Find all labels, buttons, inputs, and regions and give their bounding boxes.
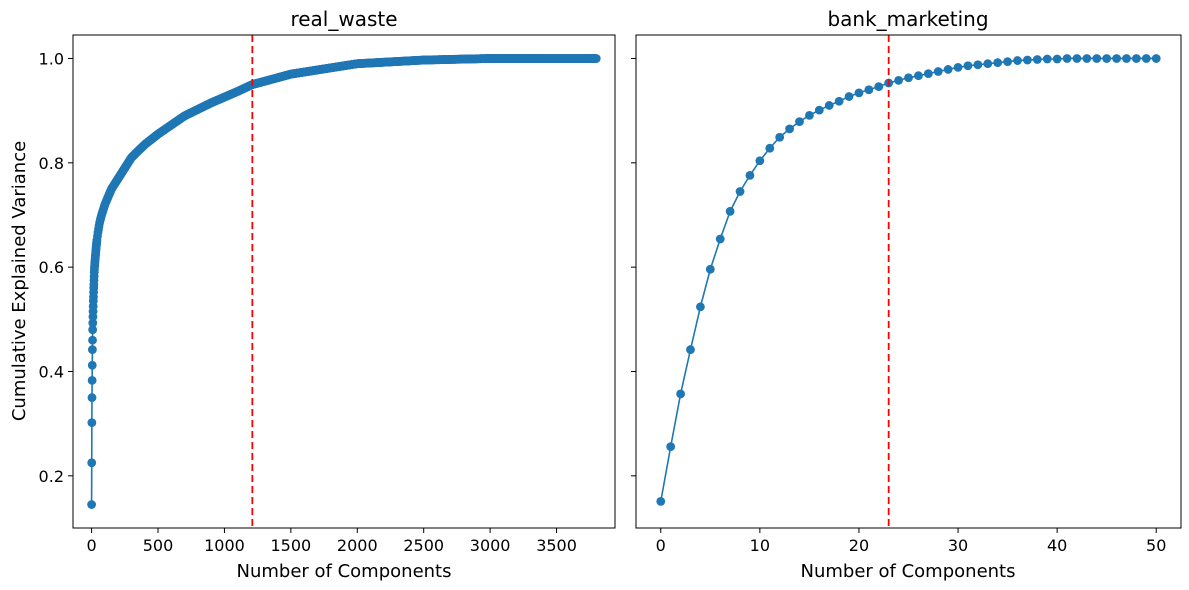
data-point: [666, 442, 676, 452]
data-point: [824, 101, 834, 110]
data-point: [1023, 55, 1032, 65]
x-axis-label: Number of Components: [237, 561, 452, 582]
data-point: [87, 375, 97, 385]
data-point: [676, 389, 685, 399]
data-point: [1003, 57, 1012, 67]
data-point: [1052, 54, 1062, 64]
y-tick-label: 0.4: [39, 362, 64, 381]
data-point: [795, 117, 804, 126]
x-tick-label: 20: [849, 536, 869, 555]
data-point: [785, 124, 794, 134]
data-point: [854, 88, 864, 98]
data-point: [1042, 54, 1052, 64]
chart-bank-marketing: 0 10 20 30 40 50 bank_marketing Number of Com…: [631, 7, 1182, 582]
data-point: [735, 187, 745, 196]
data-point: [715, 234, 725, 244]
data-point: [87, 418, 97, 428]
data-point: [874, 82, 884, 92]
data-point: [1082, 54, 1092, 63]
data-point: [1013, 56, 1022, 65]
y-tick-label: 0.2: [39, 467, 64, 486]
y-axis-label: Cumulative Explained Variance: [9, 141, 30, 421]
data-point: [1062, 54, 1072, 63]
data-point: [864, 85, 874, 95]
data-point: [914, 71, 923, 81]
y-tick-label: 1.0: [39, 49, 64, 68]
data-point: [1072, 54, 1082, 63]
data-point: [973, 60, 983, 70]
data-point: [814, 105, 824, 115]
data-point: [87, 458, 97, 468]
data-point: [943, 65, 953, 74]
data-point: [953, 62, 963, 72]
x-tick-label: 40: [1047, 536, 1067, 555]
x-tick-label: 1000: [204, 536, 245, 555]
plot-frame: [72, 34, 616, 529]
data-point: [88, 318, 98, 328]
data-point: [1141, 54, 1151, 63]
data-point: [923, 69, 933, 79]
x-tick-label: 2500: [403, 536, 444, 555]
x-tick-label: 500: [143, 536, 174, 555]
data-point: [88, 335, 97, 345]
data-point: [725, 206, 735, 216]
data-point: [963, 61, 973, 71]
data-point: [87, 360, 97, 370]
chart-real-waste: 0 500 1000 1500 2000 2500 3000 3500 0.2 0.4 0.6 0.8…: [9, 7, 616, 582]
data-point: [983, 59, 993, 69]
data-point: [1112, 54, 1121, 63]
data-point: [88, 325, 98, 335]
data-point: [696, 302, 705, 312]
data-point: [686, 345, 695, 354]
data-point: [904, 73, 913, 83]
x-axis-label: Number of Components: [801, 561, 1016, 582]
data-point: [765, 143, 775, 153]
data-point: [87, 500, 96, 509]
x-tick-label: 3500: [536, 536, 577, 555]
data-point: [1132, 54, 1141, 63]
x-tick-label: 2000: [337, 536, 378, 555]
data-point: [1122, 54, 1131, 63]
data-point: [591, 54, 601, 63]
data-point: [933, 67, 943, 76]
data-point: [775, 132, 785, 142]
data-point: [993, 58, 1003, 68]
data-point: [745, 170, 755, 180]
data-point: [1102, 54, 1112, 63]
x-tick-label: 50: [1146, 536, 1166, 555]
data-point: [1151, 54, 1161, 63]
x-tick-label: 1500: [271, 536, 312, 555]
y-tick-label: 0.6: [39, 258, 64, 277]
data-point: [755, 156, 765, 166]
x-tick-label: 3000: [470, 536, 511, 555]
data-point: [705, 264, 715, 274]
x-tick-label: 10: [750, 536, 770, 555]
y-tick-label: 0.8: [39, 154, 64, 173]
data-point: [656, 496, 666, 506]
data-point: [834, 96, 844, 106]
plot-frame: [635, 34, 1182, 529]
x-tick-label: 30: [948, 536, 968, 555]
data-point: [1092, 54, 1102, 63]
x-tick-label: 0: [87, 536, 97, 555]
data-point: [87, 393, 97, 402]
data-point: [894, 75, 903, 85]
data-point: [1032, 55, 1042, 64]
data-point: [805, 110, 814, 120]
chart-title: bank_marketing: [827, 7, 988, 31]
chart-title: real_waste: [290, 7, 397, 31]
data-point: [844, 92, 854, 101]
data-point: [88, 345, 97, 354]
x-tick-label: 0: [656, 536, 666, 555]
